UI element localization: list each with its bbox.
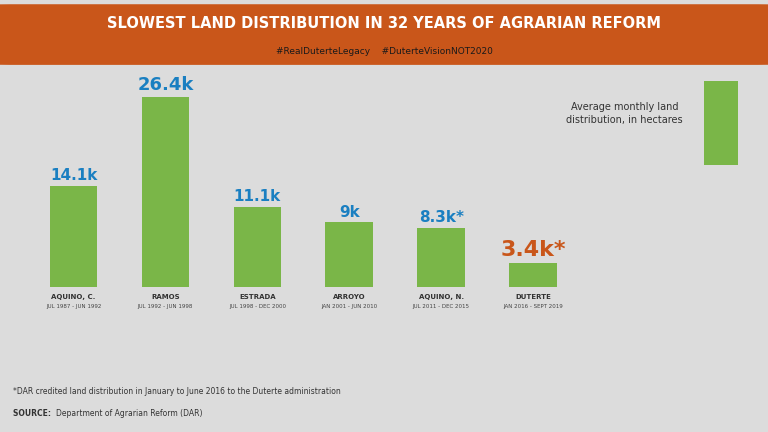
Text: 26.4k: 26.4k: [137, 76, 194, 94]
Bar: [703, 81, 737, 165]
FancyBboxPatch shape: [0, 4, 768, 65]
Text: AQUINO, N.: AQUINO, N.: [419, 295, 464, 301]
Text: 8.3k*: 8.3k*: [419, 210, 464, 225]
Text: Average monthly land
distribution, in hectares: Average monthly land distribution, in he…: [567, 102, 683, 125]
Text: ESTRADA: ESTRADA: [239, 295, 276, 301]
Text: 14.1k: 14.1k: [50, 168, 98, 183]
Text: Department of Agrarian Reform (DAR): Department of Agrarian Reform (DAR): [56, 409, 203, 418]
Text: DUTERTE: DUTERTE: [515, 295, 551, 301]
Text: SLOWEST LAND DISTRIBUTION IN 32 YEARS OF AGRARIAN REFORM: SLOWEST LAND DISTRIBUTION IN 32 YEARS OF…: [107, 16, 661, 31]
Text: ARROYO: ARROYO: [333, 295, 366, 301]
Bar: [326, 222, 373, 287]
Text: JUL 2011 - DEC 2015: JUL 2011 - DEC 2015: [412, 304, 470, 309]
Bar: [50, 186, 98, 287]
Text: #RealDuterteLegacy    #DuterteVisionNOT2020: #RealDuterteLegacy #DuterteVisionNOT2020: [276, 47, 492, 56]
Text: 9k: 9k: [339, 205, 359, 219]
Text: AQUINO, C.: AQUINO, C.: [51, 295, 96, 301]
Text: JUL 1992 - JUN 1998: JUL 1992 - JUN 1998: [137, 304, 194, 309]
Text: SOURCE:: SOURCE:: [13, 409, 54, 418]
Bar: [417, 228, 465, 287]
Bar: [509, 263, 557, 287]
Text: JAN 2016 - SEPT 2019: JAN 2016 - SEPT 2019: [503, 304, 563, 309]
Bar: [233, 207, 281, 287]
Text: JUL 1987 - JUN 1992: JUL 1987 - JUN 1992: [46, 304, 101, 309]
Text: RAMOS: RAMOS: [151, 295, 180, 301]
Text: 3.4k*: 3.4k*: [501, 240, 566, 260]
Text: *DAR credited land distribution in January to June 2016 to the Duterte administr: *DAR credited land distribution in Janua…: [13, 388, 341, 397]
Text: JAN 2001 - JUN 2010: JAN 2001 - JUN 2010: [321, 304, 377, 309]
Text: 11.1k: 11.1k: [233, 190, 281, 204]
Bar: [141, 97, 190, 287]
Text: JUL 1998 - DEC 2000: JUL 1998 - DEC 2000: [229, 304, 286, 309]
